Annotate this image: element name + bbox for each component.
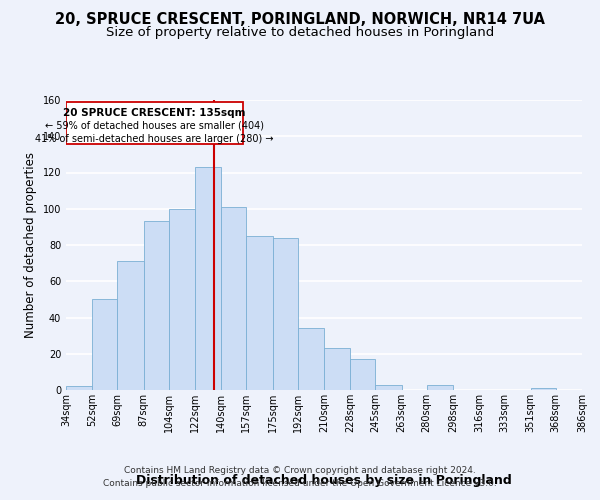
Text: Size of property relative to detached houses in Poringland: Size of property relative to detached ho… [106, 26, 494, 39]
Bar [324, 348, 350, 390]
Bar [169, 209, 195, 390]
Bar [221, 207, 247, 390]
Bar [298, 328, 324, 390]
Bar [530, 388, 556, 390]
Text: 20 SPRUCE CRESCENT: 135sqm: 20 SPRUCE CRESCENT: 135sqm [64, 108, 246, 118]
Text: 41% of semi-detached houses are larger (280) →: 41% of semi-detached houses are larger (… [35, 134, 274, 143]
Bar [118, 262, 143, 390]
Bar [247, 236, 272, 390]
Bar [350, 359, 376, 390]
Text: 20, SPRUCE CRESCENT, PORINGLAND, NORWICH, NR14 7UA: 20, SPRUCE CRESCENT, PORINGLAND, NORWICH… [55, 12, 545, 28]
Y-axis label: Number of detached properties: Number of detached properties [24, 152, 37, 338]
Text: ← 59% of detached houses are smaller (404): ← 59% of detached houses are smaller (40… [45, 121, 264, 131]
Bar [66, 102, 244, 144]
Text: Contains HM Land Registry data © Crown copyright and database right 2024.
Contai: Contains HM Land Registry data © Crown c… [103, 466, 497, 487]
Bar [92, 300, 118, 390]
Bar [66, 386, 92, 390]
X-axis label: Distribution of detached houses by size in Poringland: Distribution of detached houses by size … [136, 474, 512, 487]
Bar [272, 238, 298, 390]
Bar [376, 384, 401, 390]
Bar [427, 384, 453, 390]
Bar [143, 222, 169, 390]
Bar [195, 167, 221, 390]
